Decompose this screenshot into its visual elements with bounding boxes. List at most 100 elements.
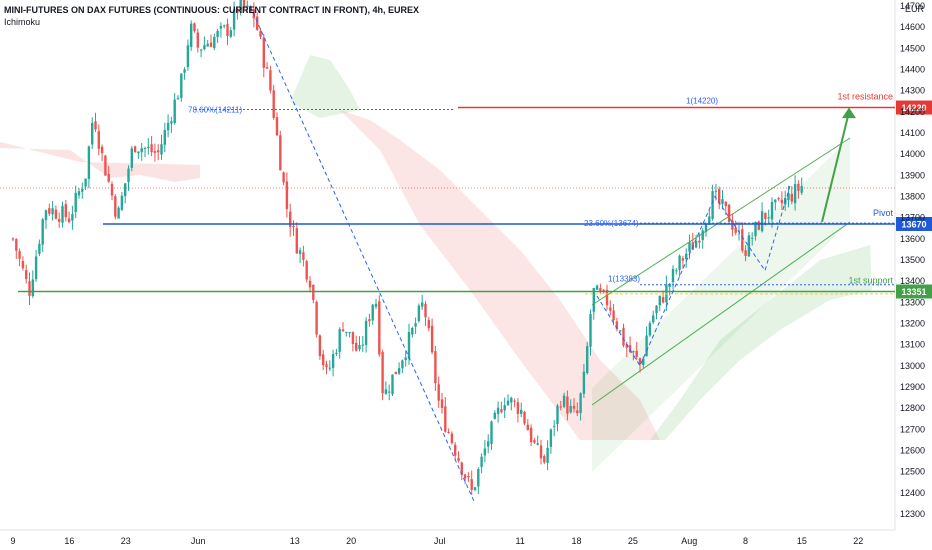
candle-body [609, 307, 612, 311]
chart-title: MINI-FUTURES ON DAX FUTURES (CONTINUOUS:… [4, 5, 419, 15]
candle-body [305, 261, 308, 280]
candle-body [120, 195, 124, 210]
candle-body [731, 220, 734, 230]
candle-body [28, 281, 31, 296]
candle-body [100, 146, 104, 154]
candle-body [107, 173, 110, 182]
candle-body [183, 69, 186, 73]
candle-body [546, 447, 549, 463]
candle-body [526, 424, 529, 431]
price-axis[interactable]: EUR 12300 12400 12500 12600 12700 12800 12900 13… [900, 1, 925, 519]
candle-body [325, 364, 328, 368]
candle-body [701, 230, 704, 241]
candle-body [734, 227, 737, 233]
candle-body [292, 225, 295, 228]
candle-body [437, 384, 440, 401]
fib-236-label: 23.60%(13674) [584, 219, 639, 228]
candle-body [579, 393, 582, 414]
candle-body [612, 310, 615, 321]
candle-body [539, 445, 543, 459]
candle-body [51, 208, 54, 215]
candle-body [186, 45, 190, 68]
indicator-name[interactable]: Ichimoku [4, 17, 41, 27]
candle-body [487, 441, 490, 447]
candle-body [688, 242, 691, 252]
candle-body [681, 258, 685, 261]
candle-body [282, 172, 285, 183]
candle-body [414, 323, 417, 327]
candle-body [605, 289, 609, 306]
candle-body [434, 351, 437, 384]
candle-body [599, 288, 602, 292]
candle-body [721, 199, 724, 204]
candle-body [170, 121, 173, 124]
y-tick-label: 13000 [900, 361, 925, 371]
candle-body [424, 303, 427, 318]
candle-body [262, 37, 265, 68]
candle-body [463, 474, 467, 479]
cloud-red-left [0, 142, 200, 182]
candle-body [259, 30, 262, 37]
candle-body [279, 135, 282, 171]
candle-body [361, 344, 364, 346]
x-tick-label: 9 [10, 536, 15, 546]
candle-body [256, 16, 259, 30]
channel-fill [592, 138, 850, 472]
y-tick-label: 12600 [900, 445, 925, 455]
time-axis[interactable]: 9 16 23 Jun 13 20 Jul 11 18 25 Aug 8 15 22 [10, 536, 863, 546]
axis-unit: EUR [905, 4, 925, 14]
candle-body [242, 0, 246, 9]
candle-body [447, 432, 450, 434]
candle-body [582, 371, 586, 394]
candle-body [671, 268, 675, 283]
candle-body [457, 457, 460, 461]
candle-body [384, 389, 388, 394]
candle-body [272, 90, 275, 118]
candle-body [18, 251, 21, 259]
y-tick-label: 14100 [900, 128, 925, 138]
candle-body [638, 358, 642, 365]
candle-body [265, 67, 269, 69]
candle-body [648, 323, 652, 336]
candle-body [117, 207, 120, 219]
candle-body [163, 130, 166, 145]
candle-body [239, 0, 242, 13]
pivot-price-badge-bg [896, 216, 932, 231]
candle-body [358, 344, 361, 350]
candle-body [714, 190, 718, 192]
candle-body [67, 218, 71, 223]
cloud-red-middle [340, 110, 660, 440]
candle-body [322, 354, 325, 366]
candle-body [275, 117, 279, 136]
candle-body [394, 371, 397, 375]
candle-body [741, 229, 744, 251]
candle-body [269, 70, 272, 91]
candle-body [543, 456, 546, 463]
price-grid [0, 0, 896, 531]
support-label: 1st support [848, 276, 893, 286]
y-tick-label: 14300 [900, 86, 925, 96]
candle-body [302, 252, 305, 260]
candle-body [790, 193, 793, 202]
candle-body [490, 421, 493, 444]
candle-body [153, 151, 157, 153]
y-tick-label: 13700 [900, 213, 925, 223]
candle-body [407, 332, 411, 359]
candle-body [348, 332, 351, 334]
candle-body [698, 240, 701, 243]
x-tick-label: 11 [515, 536, 524, 546]
candle-body [708, 216, 711, 225]
candle-body [516, 402, 520, 414]
candle-body [576, 410, 579, 414]
chart-overlays: 1st resistance 78.60%(14211) 1(14220) Pivot… [0, 5, 932, 504]
candle-body [157, 150, 160, 153]
candle-body [645, 335, 648, 357]
candle-body [391, 374, 394, 395]
candle-body [694, 241, 698, 248]
candle-body [206, 43, 209, 47]
candle-body [378, 301, 381, 355]
candle-body [335, 352, 338, 355]
target-arrow-shaft [821, 115, 849, 223]
candle-body [91, 122, 94, 145]
x-tick-label: 22 [853, 536, 863, 546]
